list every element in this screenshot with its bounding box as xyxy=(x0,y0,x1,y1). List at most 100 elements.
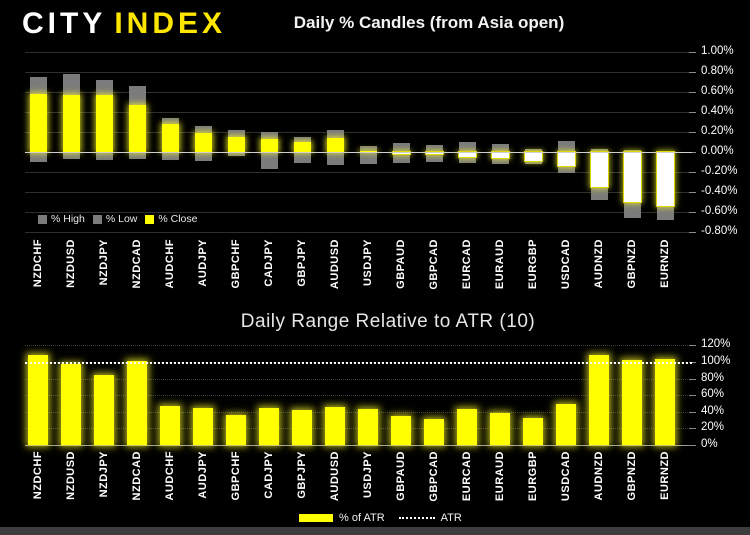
y-axis-label: 0% xyxy=(701,438,718,450)
candle-close-AUDUSD xyxy=(327,138,344,152)
candles-chart-title: Daily % Candles (from Asia open) xyxy=(293,13,565,32)
atr-bar-AUDUSD xyxy=(325,406,345,445)
legend-item-low: % Low xyxy=(92,213,138,225)
axis-tick xyxy=(689,92,696,93)
legend-label-low: % Low xyxy=(105,213,138,225)
y-axis-label: 120% xyxy=(701,338,731,351)
atr-bar-GBPCHF xyxy=(226,415,246,445)
x-axis-label-AUDUSD: AUDUSD xyxy=(324,451,346,515)
candle-close-GBPCAD xyxy=(425,151,444,155)
zero-axis-line xyxy=(25,152,692,153)
x-axis-label-NZDCHF: NZDCHF xyxy=(27,239,49,303)
y-axis-label: 80% xyxy=(701,371,725,384)
logo-city: CITY xyxy=(22,7,107,40)
atr-bar-AUDJPY xyxy=(193,407,213,445)
pair-label: AUDNZD xyxy=(593,451,605,501)
axis-tick xyxy=(689,395,696,397)
axis-tick xyxy=(689,378,696,380)
atr-chart-title: Daily Range Relative to ATR (10) xyxy=(240,311,536,332)
atr-bar-GBPJPY xyxy=(292,410,312,445)
bottom-strip xyxy=(0,527,750,535)
x-axis-label-EURCAD: EURCAD xyxy=(456,451,478,515)
x-axis-label-NZDCHF: NZDCHF xyxy=(27,451,49,515)
legend-label-high: % High xyxy=(51,213,85,225)
x-axis-label-GBPCHF: GBPCHF xyxy=(225,239,247,303)
x-axis-label-GBPCAD: GBPCAD xyxy=(423,451,445,515)
axis-tick xyxy=(689,112,696,113)
pair-label: GBPAUD xyxy=(395,239,407,289)
x-axis-label-USDCAD: USDCAD xyxy=(555,451,577,515)
pair-label: GBPCAD xyxy=(428,239,440,290)
atr-bar-NZDUSD xyxy=(61,364,81,445)
pair-label: EURCAD xyxy=(461,451,473,502)
low-swatch-icon xyxy=(92,214,102,224)
x-axis-label-GBPCHF: GBPCHF xyxy=(225,451,247,515)
legend-item-high: % High xyxy=(38,213,85,225)
gridline xyxy=(25,345,692,347)
candle-range-USDJPY xyxy=(360,146,377,164)
atr-bar-NZDCAD xyxy=(127,361,147,445)
logo-index: INDEX xyxy=(114,7,227,40)
x-axis-label-EURNZD: EURNZD xyxy=(654,239,676,303)
pair-label: EURNZD xyxy=(659,239,671,288)
pair-label: GBPJPY xyxy=(296,239,308,287)
axis-tick xyxy=(689,428,696,430)
pair-label: GBPJPY xyxy=(296,451,308,499)
atr-bar-EURNZD xyxy=(655,358,675,445)
atr-bar-GBPCAD xyxy=(424,419,444,445)
x-axis-label-AUDNZD: AUDNZD xyxy=(588,451,610,515)
pair-label: CADJPY xyxy=(263,451,275,499)
atr-dotted-line-swatch-icon xyxy=(398,517,435,519)
atr-bar-EURAUD xyxy=(490,412,510,445)
atr-bar-NZDJPY xyxy=(94,375,114,445)
high-swatch-icon xyxy=(38,214,47,224)
x-axis-label-NZDJPY: NZDJPY xyxy=(93,451,115,515)
x-axis-label-EURAUD: EURAUD xyxy=(489,451,511,515)
atr-bar-EURCAD xyxy=(457,409,477,445)
y-axis-label: 0.80% xyxy=(701,65,734,77)
gridline xyxy=(25,378,692,380)
x-axis-label-GBPJPY: GBPJPY xyxy=(291,239,313,303)
pair-label: AUDUSD xyxy=(329,451,341,502)
close-swatch-icon xyxy=(145,214,155,224)
x-axis-label-AUDCHF: AUDCHF xyxy=(159,239,181,303)
pair-label: NZDJPY xyxy=(98,239,110,286)
axis-tick xyxy=(689,345,696,347)
x-axis-label-AUDUSD: AUDUSD xyxy=(324,239,346,303)
pair-label: USDJPY xyxy=(362,451,374,499)
pair-label: NZDCAD xyxy=(131,451,143,501)
pair-label: GBPCAD xyxy=(428,451,440,502)
gridline xyxy=(25,232,692,233)
x-axis-label-EURCAD: EURCAD xyxy=(456,239,478,303)
axis-tick xyxy=(689,212,696,213)
x-axis-label-GBPNZD: GBPNZD xyxy=(621,451,643,515)
y-axis-label: -0.40% xyxy=(701,185,738,197)
x-axis-label-AUDCHF: AUDCHF xyxy=(159,451,181,515)
candle-close-USDJPY xyxy=(360,151,377,152)
atr-bar-AUDNZD xyxy=(589,354,609,445)
x-axis-label-GBPCAD: GBPCAD xyxy=(423,239,445,303)
candle-close-CADJPY xyxy=(261,139,278,152)
y-axis-label: 100% xyxy=(701,355,731,367)
pair-label: USDCAD xyxy=(560,239,572,290)
pair-label: NZDCAD xyxy=(131,239,143,289)
gridline xyxy=(25,132,692,133)
pair-label: NZDUSD xyxy=(65,239,77,288)
atr-bar-AUDCHF xyxy=(160,405,180,445)
candle-close-GBPCHF xyxy=(228,137,245,152)
axis-tick xyxy=(689,52,696,53)
candle-close-AUDNZD xyxy=(590,151,609,188)
atr-bar-CADJPY xyxy=(259,407,279,445)
axis-tick xyxy=(689,411,696,413)
candle-close-AUDCHF xyxy=(162,124,179,152)
pair-label: EURCAD xyxy=(461,239,473,290)
candle-close-EURNZD xyxy=(656,151,675,207)
y-axis-label: 0.00% xyxy=(701,145,734,157)
y-axis-label: 1.00% xyxy=(701,45,734,57)
pair-label: AUDNZD xyxy=(593,239,605,289)
pair-label: AUDUSD xyxy=(329,239,341,290)
candle-close-NZDUSD xyxy=(63,95,80,152)
y-axis-label: 60% xyxy=(701,388,725,401)
gridline xyxy=(25,395,692,397)
